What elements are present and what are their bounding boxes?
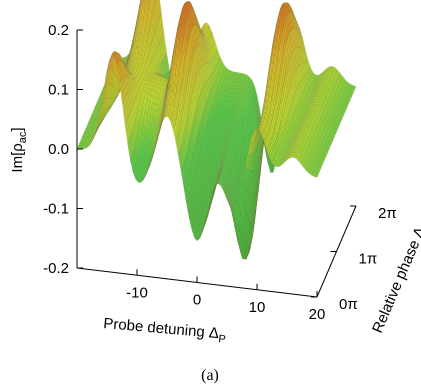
surface-patch xyxy=(319,161,324,166)
x-label-main: Probe detuning Δ xyxy=(103,315,220,342)
z-label-sub: ac xyxy=(17,131,29,143)
y-tick-label: 0π xyxy=(339,296,358,313)
z-axis-label: Im[ρac] xyxy=(9,127,29,172)
z-label-end: ] xyxy=(9,127,26,131)
y-axis-label: Relative phase Δφ xyxy=(369,218,421,337)
x-tick-label: 0 xyxy=(193,292,201,309)
surface-patch xyxy=(142,0,147,3)
surface-patch xyxy=(333,128,338,133)
x-tick-label: 20 xyxy=(309,306,326,323)
figure-caption: (a) xyxy=(201,367,219,384)
surface-patch xyxy=(335,123,341,128)
x-tick-label: 10 xyxy=(249,299,266,316)
surface-patch xyxy=(328,140,333,145)
surface-patch xyxy=(332,130,337,135)
surface-patch xyxy=(340,113,345,118)
z-tick-label: -0.1 xyxy=(43,201,69,218)
surface-patch xyxy=(352,85,357,90)
surface-mesh xyxy=(76,0,357,260)
surface-patch xyxy=(322,153,328,158)
surface-patch xyxy=(316,168,321,173)
x-label-sub: P xyxy=(218,333,226,346)
z-ticks: 0.2 0.1 0.0 -0.1 -0.2 xyxy=(43,22,83,277)
surface-patch xyxy=(317,166,322,171)
svg-text:Relative phase Δφ: Relative phase Δφ xyxy=(369,218,421,337)
surface-patch xyxy=(341,110,346,115)
z-tick-label: 0.1 xyxy=(48,82,69,99)
surface-patch xyxy=(348,92,354,97)
z-tick-label: -0.2 xyxy=(43,260,69,277)
surface-patch xyxy=(336,120,342,125)
surface-patch xyxy=(314,173,319,178)
surface-patch xyxy=(324,148,330,153)
z-label-main: Im[ρ xyxy=(9,143,26,172)
surface-patch xyxy=(140,0,144,8)
surface-patch xyxy=(148,0,151,4)
surface-patch xyxy=(318,163,323,168)
surface-patch xyxy=(327,143,332,148)
surface-patch xyxy=(329,138,334,143)
y-tick-label: 1π xyxy=(359,251,378,268)
svg-text:Im[ρac]: Im[ρac] xyxy=(9,127,29,172)
surface-patch xyxy=(315,171,320,176)
z-tick-label: 0.2 xyxy=(48,22,69,39)
svg-text:Probe detuning ΔP: Probe detuning ΔP xyxy=(102,315,227,346)
x-tick-label: -10 xyxy=(126,284,148,301)
z-tick-label: 0.0 xyxy=(48,141,69,158)
surface-patch xyxy=(137,0,142,17)
x-axis-label: Probe detuning ΔP xyxy=(102,315,227,346)
surface-patch xyxy=(139,0,142,5)
surface-patch xyxy=(347,95,352,100)
surface-patch xyxy=(339,115,344,120)
surface-patch xyxy=(349,90,355,95)
x-ticks: -10 0 10 20 xyxy=(126,269,325,323)
y-tick-label: 2π xyxy=(378,205,397,222)
surface-patch xyxy=(326,146,331,150)
surface-patch xyxy=(321,156,326,161)
surface-patch xyxy=(320,158,325,163)
surface-patch xyxy=(154,0,157,2)
y-ticks: 0π 1π 2π xyxy=(311,205,397,313)
surface-patch xyxy=(334,125,339,130)
y-label-main: Relative phase Δ xyxy=(369,225,421,336)
surface-patch xyxy=(346,97,351,102)
surface-patch xyxy=(342,108,347,113)
